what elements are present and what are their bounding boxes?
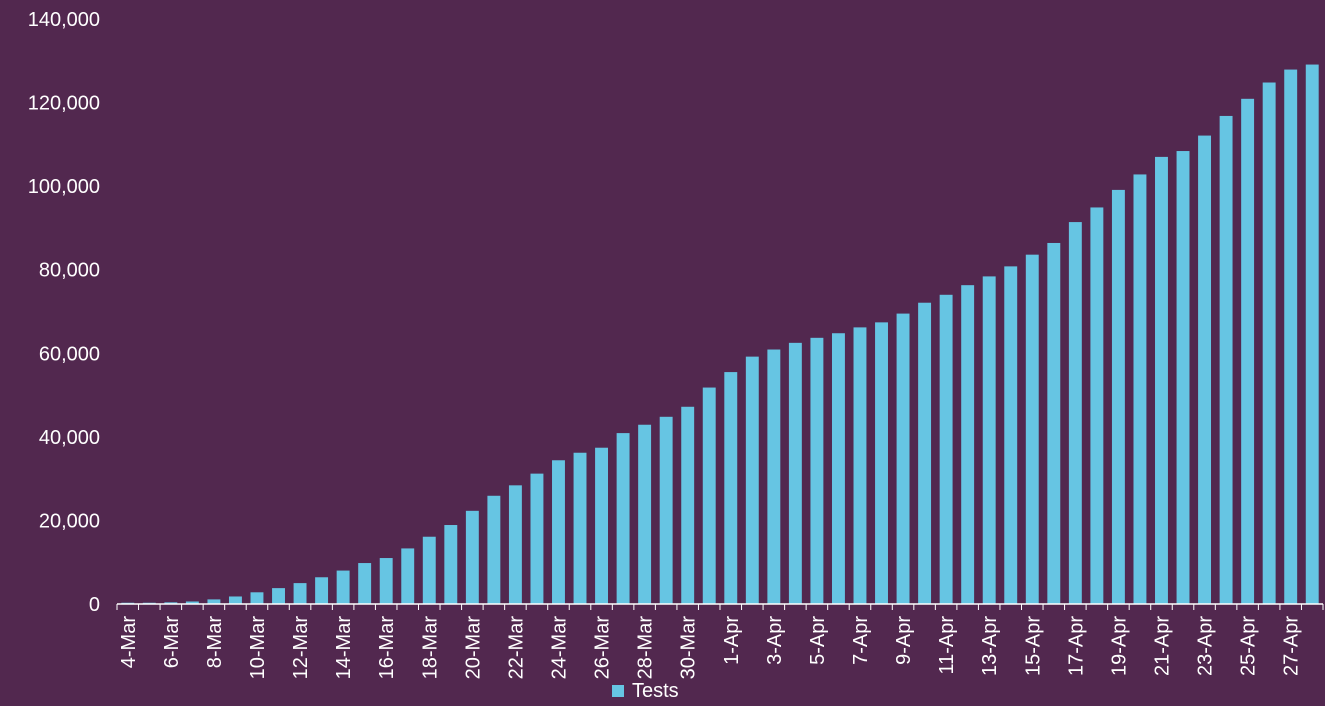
bar-8-Mar — [207, 599, 221, 604]
bar-12-Apr — [961, 285, 975, 604]
bar-17-Apr — [1068, 222, 1082, 604]
legend-label-tests: Tests — [632, 680, 679, 701]
bar-27-Apr — [1284, 69, 1298, 604]
bar-22-Apr — [1176, 151, 1190, 605]
bar-2-Apr — [745, 356, 759, 604]
y-tick-label: 20,000 — [39, 510, 100, 532]
bar-29-Mar — [659, 416, 673, 604]
bar-7-Mar — [185, 601, 199, 604]
bar-23-Apr — [1198, 135, 1212, 604]
x-tick-label: 20-Mar — [462, 616, 484, 680]
y-tick-labels: 0 20,000 40,000 60,000 80,000 100,000 120,000 1… — [28, 9, 100, 616]
bar-7-Apr — [853, 327, 867, 604]
x-tick-label: 13-Apr — [979, 616, 1001, 676]
bar-8-Apr — [875, 322, 888, 604]
bar-10-Mar — [250, 592, 264, 604]
x-tick-label: 26-Mar — [592, 616, 614, 680]
x-tick-label: 22-Mar — [505, 616, 527, 680]
bar-6-Apr — [831, 333, 845, 604]
x-tick-label: 23-Apr — [1195, 616, 1217, 676]
bar-15-Apr — [1025, 254, 1039, 605]
x-tick-label: 11-Apr — [936, 616, 958, 675]
bar-20-Mar — [465, 510, 479, 604]
bar-14-Apr — [1004, 266, 1018, 604]
bar-1-Apr — [724, 372, 738, 604]
x-tick-label: 14-Mar — [333, 616, 355, 680]
x-tick-label: 30-Mar — [678, 616, 700, 680]
x-tick-label: 15-Apr — [1022, 616, 1044, 676]
bar-11-Mar — [272, 588, 285, 604]
bar-11-Apr — [939, 294, 953, 604]
legend: Tests — [612, 680, 679, 702]
x-tick-label: 19-Apr — [1108, 616, 1130, 676]
bar-27-Mar — [616, 433, 630, 604]
bar-25-Apr — [1241, 98, 1255, 604]
y-tick-label: 120,000 — [28, 93, 100, 115]
bar-18-Apr — [1090, 207, 1104, 604]
bar-10-Apr — [918, 302, 932, 604]
bar-12-Mar — [293, 583, 307, 604]
bar-26-Mar — [595, 447, 609, 604]
bar-20-Apr — [1133, 174, 1147, 604]
bar-22-Mar — [508, 485, 522, 604]
bar-15-Mar — [358, 563, 372, 604]
bar-16-Apr — [1047, 242, 1061, 604]
bar-28-Mar — [638, 424, 652, 604]
bar-19-Apr — [1111, 189, 1125, 604]
bar-16-Mar — [379, 558, 393, 604]
x-tick-label: 4-Mar — [118, 616, 140, 669]
y-tick-label: 40,000 — [39, 427, 100, 449]
x-tick-label: 10-Mar — [247, 616, 269, 680]
bar-25-Mar — [573, 452, 587, 604]
bar-19-Mar — [444, 525, 458, 604]
bar-3-Apr — [767, 349, 781, 604]
x-tick-label: 6-Mar — [161, 616, 183, 669]
bar-6-Mar — [164, 602, 178, 604]
bar-21-Apr — [1155, 156, 1168, 604]
bar-14-Mar — [336, 570, 350, 604]
y-tick-label: 140,000 — [28, 9, 100, 31]
y-tick-label: 0 — [89, 594, 100, 616]
bar-31-Mar — [702, 387, 716, 604]
legend-swatch — [612, 685, 624, 697]
y-tick-label: 80,000 — [39, 260, 100, 282]
y-tick-label: 100,000 — [28, 176, 100, 198]
x-tick-label: 24-Mar — [548, 616, 570, 680]
x-tick-label: 8-Mar — [204, 616, 226, 669]
bars — [121, 64, 1319, 605]
bar-24-Apr — [1219, 115, 1233, 604]
bar-21-Mar — [487, 495, 501, 604]
bar-9-Mar — [228, 596, 242, 604]
x-tick-label: 25-Apr — [1238, 616, 1260, 676]
x-tick-label: 17-Apr — [1065, 616, 1087, 676]
x-tick-label: 3-Apr — [764, 616, 786, 665]
x-tick-label: 5-Apr — [807, 616, 829, 665]
x-tick-label: 9-Apr — [893, 616, 915, 665]
x-tick-label: 12-Mar — [290, 616, 312, 680]
x-tick-label: 1-Apr — [721, 616, 743, 665]
x-tick-label: 7-Apr — [850, 616, 872, 665]
x-tick-labels: 4-Mar 6-Mar 8-Mar 10-Mar 12-Mar 14-Mar 16-Mar 1… — [118, 616, 1303, 680]
bar-18-Mar — [422, 536, 436, 604]
bar-9-Apr — [896, 313, 910, 604]
axes — [116, 603, 1324, 610]
x-tick-label: 16-Mar — [376, 616, 398, 680]
bar-28-Apr — [1305, 64, 1319, 605]
y-tick-label: 60,000 — [39, 343, 100, 365]
bar-26-Apr — [1262, 82, 1276, 604]
x-tick-label: 18-Mar — [419, 616, 441, 680]
bar-13-Apr — [982, 276, 996, 604]
x-tick-label: 28-Mar — [635, 616, 657, 680]
bar-13-Mar — [315, 577, 329, 604]
bar-4-Apr — [788, 342, 802, 604]
x-tick-label: 27-Apr — [1281, 616, 1303, 676]
bar-5-Apr — [810, 337, 824, 604]
bar-17-Mar — [401, 548, 415, 604]
bar-30-Mar — [681, 406, 695, 604]
bar-23-Mar — [530, 473, 544, 604]
x-tick-label: 21-Apr — [1151, 616, 1173, 676]
bar-24-Mar — [552, 460, 565, 604]
